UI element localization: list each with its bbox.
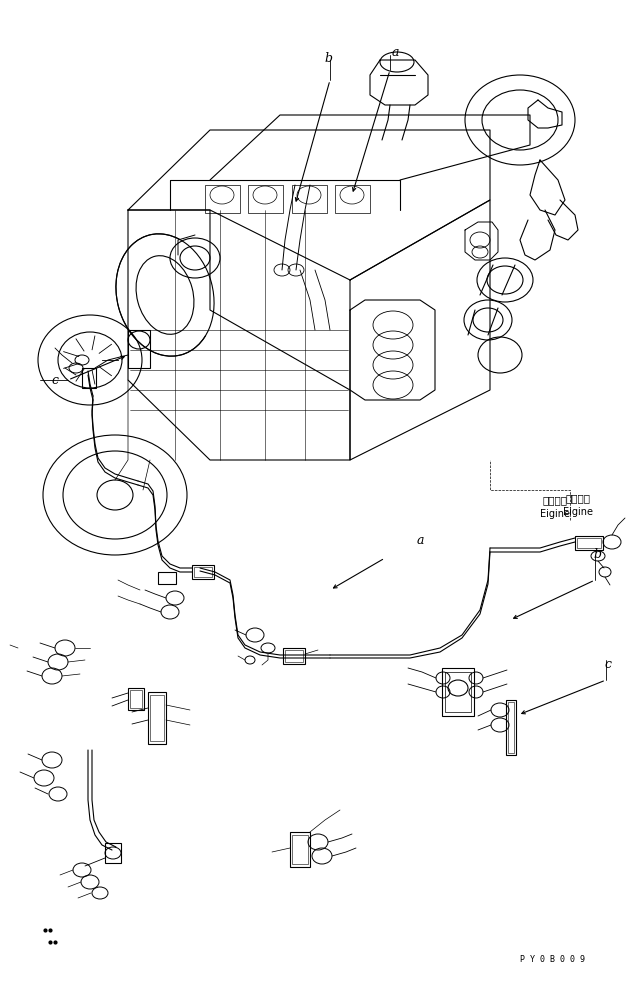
Bar	[292, 835, 308, 864]
Bar	[442, 668, 474, 716]
Bar	[285, 650, 303, 662]
Bar	[205, 185, 240, 213]
Bar	[335, 185, 370, 213]
Bar	[150, 695, 164, 741]
Text: a: a	[417, 534, 424, 547]
Text: b: b	[593, 549, 601, 561]
Text: P Y 0 B 0 0 9: P Y 0 B 0 0 9	[521, 955, 586, 964]
Text: a: a	[391, 45, 399, 58]
Bar	[148, 692, 166, 744]
Bar	[128, 688, 144, 710]
Bar	[248, 185, 283, 213]
Bar	[192, 565, 214, 579]
Bar	[158, 572, 176, 584]
Text: エンジン: エンジン	[566, 493, 590, 503]
Bar	[283, 648, 305, 664]
Bar	[128, 330, 150, 368]
Text: Eigine: Eigine	[540, 509, 570, 519]
Bar	[575, 536, 603, 550]
Bar	[130, 690, 142, 708]
Text: Eigine: Eigine	[563, 507, 593, 517]
Text: b: b	[324, 51, 332, 64]
Bar	[82, 368, 96, 388]
Bar	[506, 700, 516, 755]
Text: エンジン: エンジン	[543, 495, 567, 505]
Bar	[194, 567, 212, 577]
Text: c: c	[604, 659, 612, 672]
Bar	[445, 672, 471, 712]
Bar	[508, 702, 514, 753]
Text: c: c	[51, 373, 58, 386]
Bar	[290, 832, 310, 867]
Bar	[577, 538, 601, 548]
Bar	[292, 185, 327, 213]
Bar	[105, 843, 121, 863]
